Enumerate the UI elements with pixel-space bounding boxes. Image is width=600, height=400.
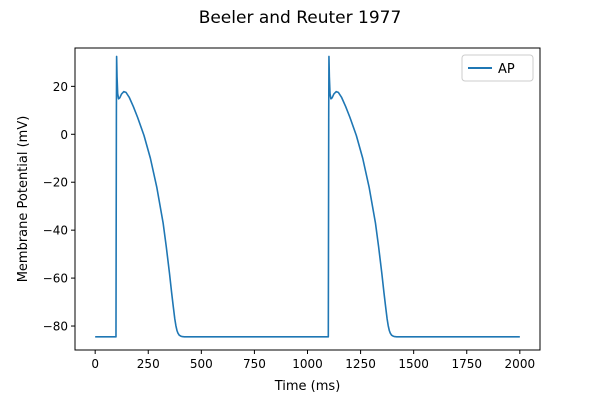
chart-title: Beeler and Reuter 1977 (199, 8, 402, 28)
x-tick-label: 750 (243, 357, 266, 371)
y-tick-label: −40 (43, 224, 68, 238)
y-axis-label: Membrane Potential (mV) (16, 116, 31, 283)
series-line-ap (95, 55, 520, 338)
x-tick-label: 1250 (345, 357, 376, 371)
y-tick-label: −20 (43, 176, 68, 190)
plot-frame (74, 47, 541, 351)
y-axis-ticks: −80 −60 −40 −20 0 20 (43, 80, 75, 334)
x-tick-label: 2000 (505, 357, 536, 371)
plot-line-layer (95, 55, 520, 338)
legend-label-ap: AP (498, 62, 515, 77)
legend-box (461, 54, 534, 82)
x-tick-label: 1000 (292, 357, 323, 371)
y-tick-label: 0 (60, 128, 68, 142)
x-tick-label: 0 (91, 357, 99, 371)
x-tick-label: 1750 (451, 357, 482, 371)
y-tick-label: −80 (43, 320, 68, 334)
x-axis-ticks: 0 250 500 750 1000 1250 1500 1750 2000 (91, 350, 535, 371)
x-tick-label: 250 (137, 357, 160, 371)
x-axis-label: Time (ms) (274, 379, 341, 394)
y-tick-label: −60 (43, 272, 68, 286)
x-tick-label: 1500 (398, 357, 429, 371)
legend: AP (461, 54, 534, 82)
y-tick-label: 20 (53, 80, 68, 94)
x-tick-label: 500 (190, 357, 213, 371)
